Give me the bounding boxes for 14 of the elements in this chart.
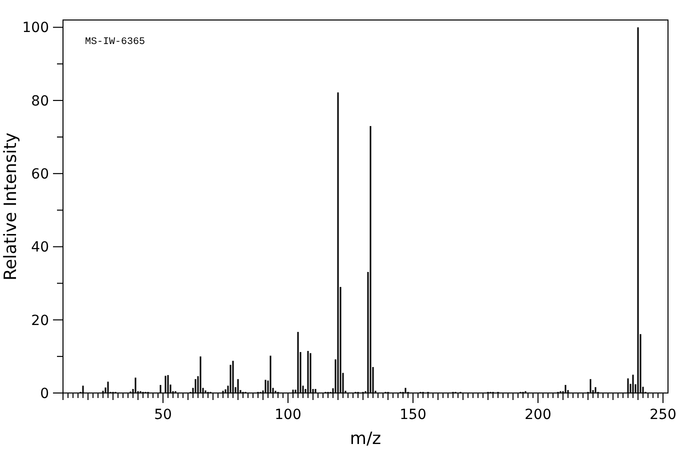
x-tick-label: 150 [400,407,426,423]
annotation: MS-IW-6365 [85,37,146,48]
y-tick-label: 80 [31,93,49,110]
x-axis-title: m/z [350,429,382,449]
y-tick-label: 100 [22,20,49,36]
x-tick-label: 100 [274,407,302,423]
y-tick-label: 60 [31,166,49,182]
x-tick-label: 50 [154,407,172,423]
y-tick-label: 40 [31,240,49,256]
y-tick-label: 0 [40,386,49,402]
y-tick-label: 20 [31,312,49,329]
x-tick-label: 200 [524,407,552,423]
y-axis-title: Relative Intensity [1,132,21,280]
x-tick-label: 250 [650,407,676,423]
